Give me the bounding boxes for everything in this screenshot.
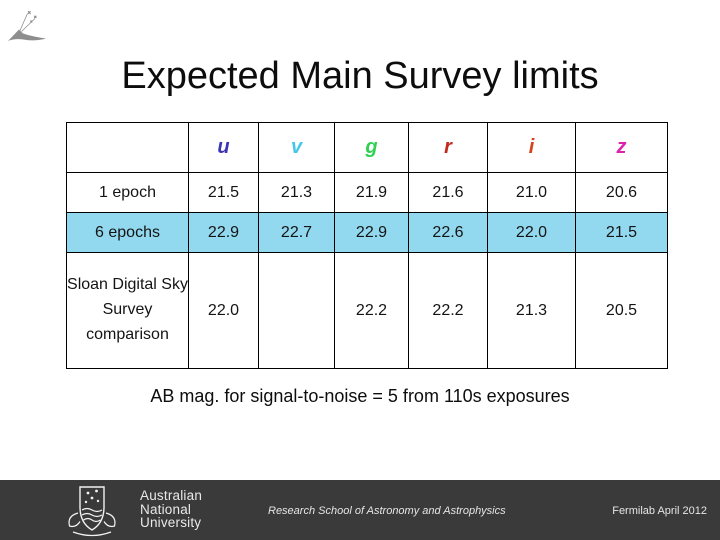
cell-sdss-r: 22.2 [408,252,488,369]
cell-6epochs-v: 22.7 [258,212,335,253]
cell-sdss-z: 20.5 [575,252,668,369]
anu-wordmark-line1: Australian [140,488,203,503]
footer-bar: Australian National University Research … [0,480,720,540]
anu-wordmark: Australian National University [140,489,202,530]
row-label-sdss: Sloan Digital Sky Survey comparison [66,252,189,369]
skymapper-logo-icon [8,11,46,41]
anu-wordmark-line2: National [140,501,192,517]
cell-6epochs-g: 22.9 [334,212,409,253]
cell-sdss-i: 21.3 [487,252,576,369]
column-header-z: z [575,122,668,173]
anu-crest-icon [68,486,116,537]
footer-event-date-text: Fermilab April 2012 [612,505,707,517]
footer-school-text: Research School of Astronomy and Astroph… [268,505,506,517]
row-label-1-epoch: 1 epoch [66,172,189,213]
column-header-i: i [487,122,576,173]
cell-sdss-v [258,252,335,369]
column-header-v: v [258,122,335,173]
cell-1epoch-g: 21.9 [334,172,409,213]
table-corner-cell [66,122,189,173]
cell-1epoch-z: 20.6 [575,172,668,213]
table-header-row: u v g r i z [66,122,668,173]
cell-1epoch-v: 21.3 [258,172,335,213]
cell-sdss-g: 22.2 [334,252,409,369]
table-caption: AB mag. for signal-to-noise = 5 from 110… [150,386,570,406]
cell-1epoch-i: 21.0 [487,172,576,213]
cell-6epochs-r: 22.6 [408,212,488,253]
cell-6epochs-i: 22.0 [487,212,576,253]
column-header-u: u [188,122,259,173]
cell-1epoch-u: 21.5 [188,172,259,213]
cell-sdss-u: 22.0 [188,252,259,369]
column-header-g: g [334,122,409,173]
table-row-6-epochs: 6 epochs 22.9 22.7 22.9 22.6 22.0 21.5 [66,212,668,253]
table-row-sdss-comparison: Sloan Digital Sky Survey comparison 22.0… [66,252,668,369]
slide-title: Expected Main Survey limits [121,55,599,97]
cell-6epochs-z: 21.5 [575,212,668,253]
row-label-6-epochs: 6 epochs [66,212,189,253]
cell-6epochs-u: 22.9 [188,212,259,253]
table-row-1-epoch: 1 epoch 21.5 21.3 21.9 21.6 21.0 20.6 [66,172,668,213]
anu-wordmark-line3: University [140,515,202,530]
cell-1epoch-r: 21.6 [408,172,488,213]
column-header-r: r [408,122,488,173]
survey-limits-table: u v g r i z 1 epoch 21.5 21.3 21.9 21.6 … [66,122,668,369]
